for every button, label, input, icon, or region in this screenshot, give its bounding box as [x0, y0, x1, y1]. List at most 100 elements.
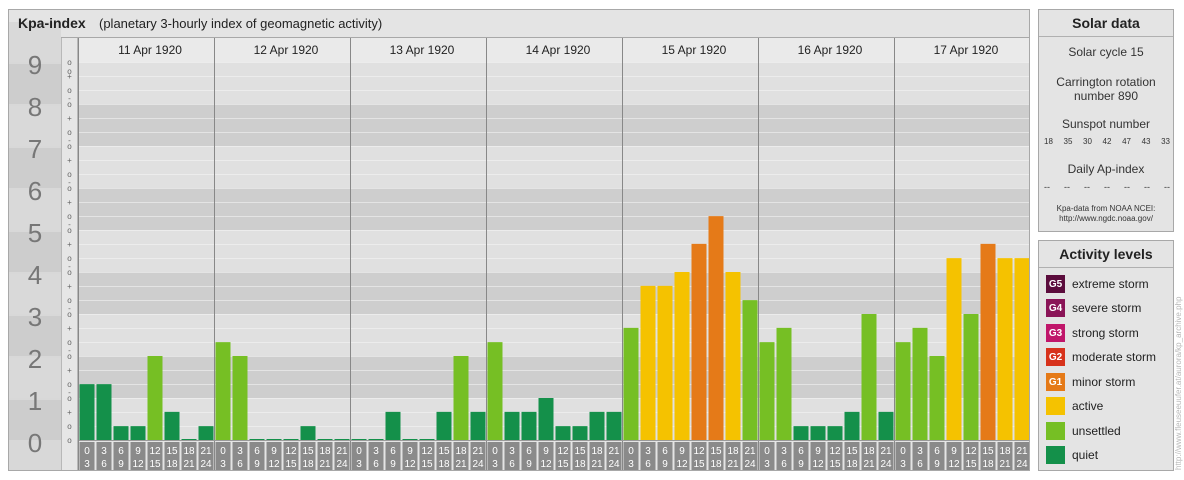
interval-end-label: 21	[863, 459, 875, 470]
ap-title: Daily Ap-index	[1067, 162, 1145, 176]
y-tick-label: 7	[28, 134, 42, 164]
data-source-url[interactable]: http://www.ngdc.noaa.gov/	[1059, 214, 1153, 223]
interval-cell	[504, 442, 520, 470]
interval-end-label: 24	[880, 459, 892, 470]
interval-start-label: 12	[421, 446, 433, 457]
y-sub-mark: -	[68, 136, 71, 145]
y-sub-mark: +	[67, 240, 72, 249]
interval-cell	[402, 442, 418, 470]
kp-bar	[776, 327, 792, 440]
y-sub-mark: o	[67, 268, 72, 277]
level-swatch: G3	[1046, 324, 1065, 342]
interval-start-label: 3	[101, 446, 107, 457]
kp-bar	[844, 411, 860, 440]
kp-bar	[283, 439, 299, 440]
level-label: strong storm	[1072, 326, 1139, 340]
interval-end-label: 18	[166, 459, 178, 470]
interval-cell	[742, 442, 758, 470]
interval-end-label: 9	[798, 459, 804, 470]
day-label: 15 Apr 1920	[662, 43, 727, 57]
level-swatch: G4	[1046, 299, 1065, 317]
y-sub-column	[61, 38, 78, 470]
level-swatch: G1	[1046, 373, 1065, 391]
kp-bar	[946, 258, 962, 440]
interval-start-label: 21	[1016, 446, 1028, 457]
sunspot-value: 30	[1083, 137, 1092, 146]
level-g1: G1 minor storm	[1046, 373, 1135, 391]
y-tick-label: 6	[28, 176, 42, 206]
interval-end-label: 3	[84, 459, 90, 470]
interval-start-label: 12	[829, 446, 841, 457]
day-label: 11 Apr 1920	[118, 43, 182, 57]
interval-end-label: 15	[421, 459, 433, 470]
interval-start-label: 6	[526, 446, 532, 457]
interval-start-label: 9	[543, 446, 549, 457]
interval-start-label: 21	[472, 446, 484, 457]
kp-bar	[470, 411, 486, 440]
kp-bar	[793, 426, 809, 440]
interval-start-label: 0	[628, 446, 634, 457]
interval-start-label: 21	[744, 446, 756, 457]
y-label-cell	[9, 64, 61, 104]
interval-cell	[793, 442, 809, 470]
data-source-line: Kpa-data from NOAA NCEI:	[1056, 204, 1156, 213]
y-label-cell	[9, 22, 61, 62]
day-label: 12 Apr 1920	[254, 43, 319, 57]
level-swatch: G5	[1046, 275, 1065, 293]
interval-cell	[147, 442, 163, 470]
interval-cell	[776, 442, 792, 470]
interval-start-label: 12	[557, 446, 569, 457]
kp-bar	[300, 426, 316, 440]
day-label: 14 Apr 1920	[526, 43, 591, 57]
data-source-note: Kpa-data from NOAA NCEI: http://www.ngdc…	[1039, 204, 1173, 224]
interval-start-label: 15	[166, 446, 178, 457]
interval-start-label: 6	[934, 446, 940, 457]
level-active: active	[1046, 397, 1103, 415]
kp-bar	[351, 439, 367, 440]
interval-end-label: 18	[302, 459, 314, 470]
interval-end-label: 3	[492, 459, 498, 470]
kp-bar	[997, 258, 1013, 440]
kp-bar	[334, 439, 350, 440]
interval-cell	[181, 442, 197, 470]
y-label-cell	[9, 316, 61, 356]
y-sub-mark: o	[67, 338, 72, 347]
interval-cell	[878, 442, 894, 470]
kp-bar	[691, 243, 707, 440]
y-sub-mark: -	[68, 262, 71, 271]
activity-levels-title: Activity levels	[1039, 241, 1173, 268]
level-label: quiet	[1072, 448, 1099, 462]
ap-value: --	[1124, 182, 1130, 192]
y-sub-mark: o	[67, 422, 72, 431]
interval-cell	[844, 442, 860, 470]
y-sub-mark: -	[68, 304, 71, 313]
y-sub-mark: -	[68, 346, 71, 355]
kp-bar	[249, 439, 265, 440]
interval-cell	[929, 442, 945, 470]
kp-bar	[96, 384, 112, 440]
interval-cell	[164, 442, 180, 470]
interval-start-label: 6	[662, 446, 668, 457]
interval-cell	[283, 442, 299, 470]
y-sub-mark: o	[67, 142, 72, 151]
kp-bar	[589, 411, 605, 440]
kp-bar	[963, 314, 979, 440]
interval-cell	[521, 442, 537, 470]
ap-values: -- -- -- -- -- -- --	[1044, 182, 1170, 192]
level-swatch: G2	[1046, 348, 1065, 366]
day-label: 13 Apr 1920	[390, 43, 455, 57]
y-sub-mark: o	[67, 170, 72, 179]
ap-value: --	[1164, 182, 1170, 192]
interval-end-label: 21	[455, 459, 467, 470]
level-label: active	[1072, 399, 1104, 413]
interval-start-label: 15	[846, 446, 858, 457]
kp-bar	[521, 411, 537, 440]
interval-end-label: 6	[373, 459, 379, 470]
interval-end-label: 6	[645, 459, 651, 470]
y-sub-mark: o	[67, 128, 72, 137]
interval-end-label: 12	[948, 459, 960, 470]
interval-end-label: 6	[917, 459, 923, 470]
interval-cell	[555, 442, 571, 470]
sunspot-value: 42	[1102, 137, 1112, 146]
kp-bar	[640, 285, 656, 440]
